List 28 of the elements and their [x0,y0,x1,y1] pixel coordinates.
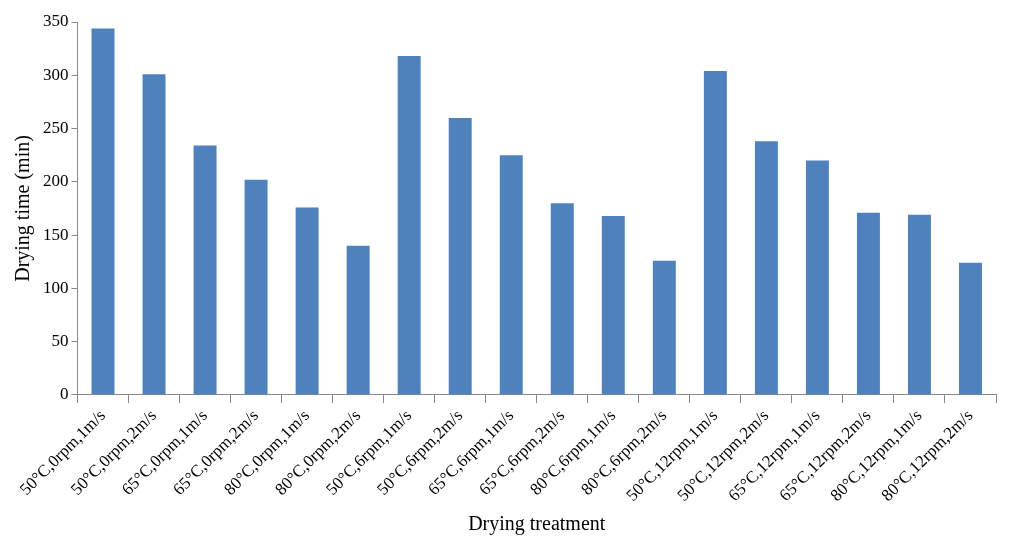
bar [295,207,319,395]
bar [959,262,982,395]
bar [754,141,778,395]
y-tick-label: 0 [60,384,69,404]
bar [856,212,880,395]
bar [91,28,115,395]
bar [652,260,676,395]
bar [193,145,217,395]
y-tick-label: 350 [43,11,69,31]
bar [346,245,370,395]
y-axis-title: Drying time (min) [11,135,35,282]
bar [142,74,166,395]
y-tick-label: 50 [51,331,69,351]
y-tick-label: 100 [43,277,69,297]
bar [550,203,574,395]
bar [805,160,829,395]
bar [601,215,625,395]
bar [244,179,268,395]
bar [703,71,727,395]
bar [448,117,472,395]
x-axis-title: Drying treatment [468,512,606,536]
y-tick-label: 300 [43,64,69,84]
y-tick-label: 250 [43,118,69,138]
bar [397,56,421,395]
bar [907,214,931,395]
bar [499,155,523,395]
y-tick-label: 200 [43,171,69,191]
y-tick-label: 150 [43,224,69,244]
